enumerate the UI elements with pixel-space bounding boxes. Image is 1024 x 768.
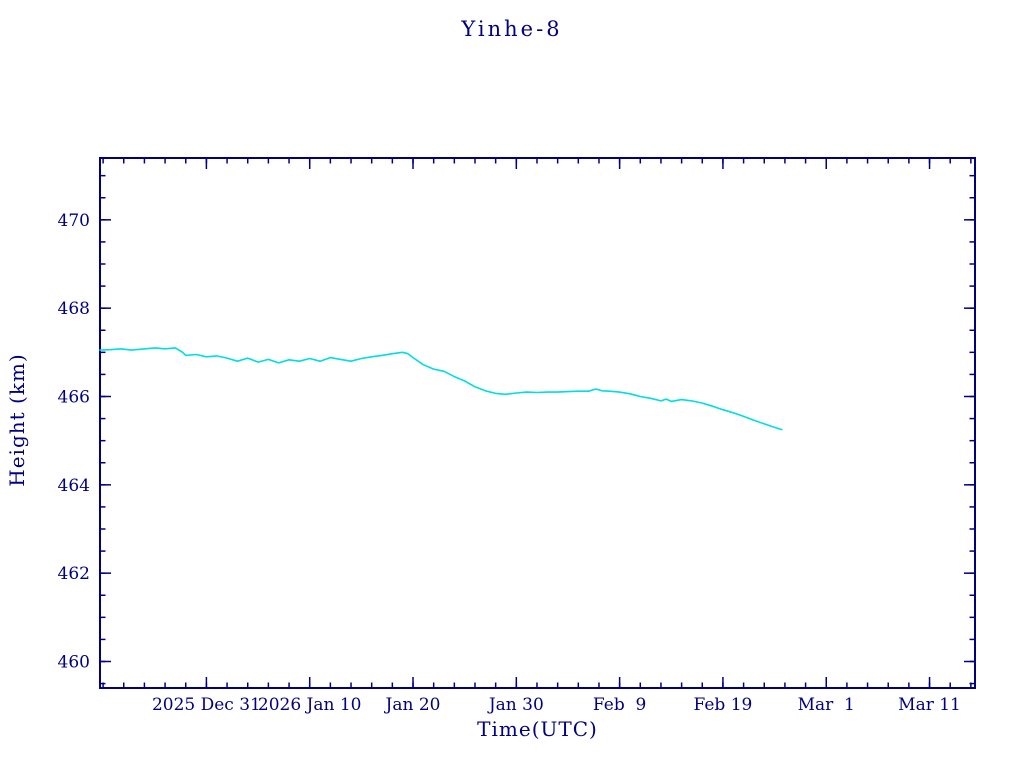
y-tick-label: 464 (58, 476, 90, 496)
x-tick-label: 2025 Dec 31 (152, 695, 261, 715)
plot-frame (99, 157, 976, 689)
height-series-line (99, 347, 783, 431)
x-tick-label: Jan 30 (487, 695, 544, 715)
x-tick-label: Mar 11 (898, 695, 961, 715)
x-tick-label: Jan 20 (384, 695, 441, 715)
y-tick-label: 460 (58, 653, 90, 673)
y-tick-label: 462 (58, 564, 90, 584)
x-tick-label: Feb 9 (593, 695, 646, 715)
x-tick-label: Feb 19 (694, 695, 753, 715)
chart-title: Yinhe-8 (461, 17, 563, 41)
x-tick-label: 2026 Jan 10 (258, 695, 362, 715)
y-tick-label: 468 (58, 299, 90, 319)
x-tick-label: Mar 1 (798, 695, 855, 715)
y-tick-label: 466 (58, 388, 90, 408)
y-tick-label: 470 (58, 211, 90, 231)
x-axis-label: Time(UTC) (477, 717, 598, 741)
